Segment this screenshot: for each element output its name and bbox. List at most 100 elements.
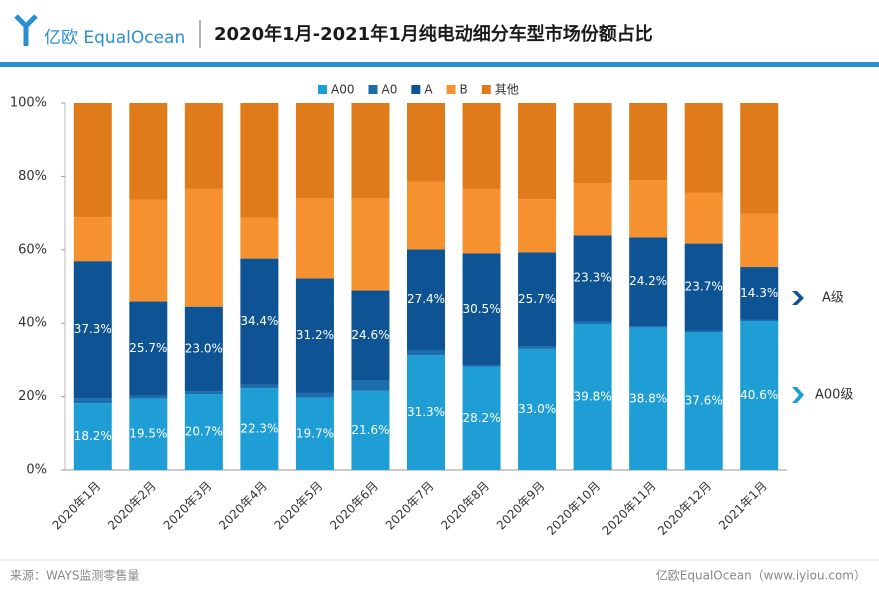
data-label: 33.0% xyxy=(518,402,556,416)
data-label: 23.7% xyxy=(685,280,723,294)
bar-segment xyxy=(407,355,445,470)
bar-segment xyxy=(629,326,668,328)
legend-swatch xyxy=(481,85,491,94)
source: 来源：WAYS监测零售量 xyxy=(10,568,139,583)
bar-segment xyxy=(573,235,612,321)
bar-segment xyxy=(518,252,557,347)
bar-segment xyxy=(351,198,390,291)
data-label: 14.3% xyxy=(740,286,778,300)
bar-segment xyxy=(740,319,779,321)
bar-segment xyxy=(129,395,168,399)
data-label: 39.8% xyxy=(574,389,612,403)
bar-segment xyxy=(184,103,223,189)
data-label: 25.7% xyxy=(129,341,167,355)
bar-segment xyxy=(684,332,723,470)
data-label: 27.4% xyxy=(407,292,445,306)
bar-segment xyxy=(129,301,168,396)
bar-segment xyxy=(407,181,445,250)
bar-segment xyxy=(573,323,612,470)
data-label: 40.6% xyxy=(740,388,778,402)
bar-segment xyxy=(184,306,223,392)
bar-segment xyxy=(518,346,557,349)
bar-segment xyxy=(351,390,390,470)
bar-segment xyxy=(351,290,390,381)
bar-segment xyxy=(462,188,501,254)
bar-segment xyxy=(573,320,612,324)
bar-segment xyxy=(129,199,168,302)
bar-segment xyxy=(295,392,334,398)
data-label: 38.8% xyxy=(629,391,667,405)
legend-swatch xyxy=(446,85,456,94)
data-label: 20.7% xyxy=(185,425,223,439)
data-label: 30.5% xyxy=(462,302,500,316)
bar-segment xyxy=(629,103,668,181)
legend-label: A xyxy=(424,83,433,97)
data-label: 19.5% xyxy=(129,427,167,441)
y-tick-label: 0% xyxy=(26,463,47,478)
bar-segment xyxy=(351,380,390,391)
bar-segment xyxy=(73,261,112,399)
annotation-arrow xyxy=(792,291,804,305)
bar-segment xyxy=(462,365,501,367)
bar-segment xyxy=(240,388,279,470)
data-label: 22.3% xyxy=(240,422,278,436)
logo-text: 亿欧 EqualOcean xyxy=(44,28,185,48)
data-label: 24.6% xyxy=(351,328,389,342)
bar-segment xyxy=(295,278,334,393)
bar-segment xyxy=(240,258,279,385)
bar-segment xyxy=(629,237,668,327)
data-label: 24.2% xyxy=(629,274,667,288)
bar-segment xyxy=(684,330,723,333)
bar-segment xyxy=(73,398,112,404)
bar-segment xyxy=(518,199,557,253)
bar-segment xyxy=(573,183,612,236)
header-rule xyxy=(0,62,879,67)
y-tick-label: 20% xyxy=(18,389,47,404)
logo-icon xyxy=(14,14,38,46)
data-label: 28.2% xyxy=(462,411,500,425)
annotation: A级 xyxy=(822,291,844,306)
legend-swatch xyxy=(368,85,378,94)
bar-segment xyxy=(407,349,445,356)
bar-segment xyxy=(740,103,779,214)
bar-segment xyxy=(295,103,334,199)
data-label: 37.6% xyxy=(685,394,723,408)
bar-segment xyxy=(629,327,668,470)
brand: 亿欧EqualOcean（www.iyiou.com） xyxy=(656,568,866,583)
bar-segment xyxy=(740,320,779,470)
bar-segment xyxy=(351,103,390,199)
data-label: 19.7% xyxy=(296,426,334,440)
data-label: 25.7% xyxy=(518,292,556,306)
bar-segment xyxy=(462,253,501,366)
legend-label: B xyxy=(460,83,468,97)
y-tick-label: 60% xyxy=(18,242,47,257)
data-label: 23.3% xyxy=(574,271,612,285)
bar-segment xyxy=(684,192,723,244)
bar-segment xyxy=(129,103,168,200)
bar-segment xyxy=(518,348,557,470)
data-label: 18.2% xyxy=(74,429,112,443)
bar-segment xyxy=(462,366,501,470)
bar-segment xyxy=(684,243,723,331)
bar-segment xyxy=(73,217,112,262)
bar-segment xyxy=(184,188,223,307)
bar-segment xyxy=(407,103,445,182)
y-tick-label: 40% xyxy=(18,316,47,331)
bar-segment xyxy=(295,198,334,279)
bar-segment xyxy=(295,397,334,470)
data-label: 31.3% xyxy=(407,405,445,419)
bar-segment xyxy=(629,180,668,238)
data-label: 23.0% xyxy=(185,341,223,355)
legend-swatch xyxy=(411,85,421,94)
bar-segment xyxy=(573,103,612,184)
bar-segment xyxy=(684,103,723,193)
bar-segment xyxy=(184,391,223,395)
data-label: 31.2% xyxy=(296,328,334,342)
bar-segment xyxy=(240,103,279,218)
annotation-arrow xyxy=(792,387,804,403)
y-tick-label: 80% xyxy=(18,169,47,184)
bar-segment xyxy=(740,213,779,268)
data-label: 37.3% xyxy=(74,322,112,336)
data-label: 34.4% xyxy=(240,314,278,328)
